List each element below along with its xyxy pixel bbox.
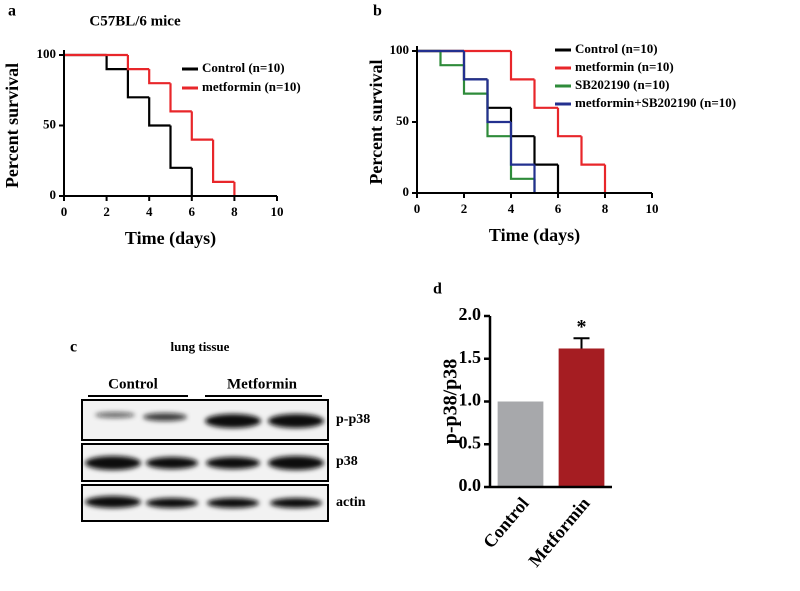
- x-axis-label: Time (days): [125, 228, 216, 249]
- x-tick-label: 2: [103, 204, 110, 219]
- y-tick-label: 50: [43, 116, 56, 131]
- survival-step: [486, 79, 511, 109]
- panel-label: a: [8, 3, 16, 20]
- group-label: Control: [108, 376, 158, 392]
- row-label: p38: [336, 454, 358, 469]
- group-label: Metformin: [227, 376, 298, 392]
- survival-step: [148, 69, 171, 85]
- survival-step: [105, 55, 128, 71]
- survival-step: [462, 51, 488, 81]
- blot-title: lung tissue: [171, 339, 230, 354]
- survival-step: [533, 79, 558, 109]
- y-tick-label: 2.0: [459, 304, 482, 324]
- y-tick-label: 0.0: [459, 475, 482, 495]
- survival-step: [462, 51, 488, 81]
- survival-step: [509, 51, 535, 81]
- row-label: actin: [336, 495, 366, 510]
- survival-step: [212, 139, 235, 183]
- y-axis-label: Percent survival: [2, 63, 22, 188]
- y-tick-label: 50: [396, 113, 409, 128]
- x-tick-label: 0: [414, 201, 421, 216]
- survival-step: [148, 97, 171, 127]
- y-axis-label: p-p38/p38: [440, 359, 462, 445]
- legend-label: metformin (n=10): [575, 59, 674, 74]
- y-tick-label: 0: [403, 184, 410, 199]
- x-tick-label: 0: [61, 204, 68, 219]
- panel-label: d: [433, 281, 442, 298]
- survival-step: [509, 136, 535, 180]
- y-axis-label: Percent survival: [366, 59, 386, 184]
- legend-label: SB202190 (n=10): [575, 77, 669, 92]
- y-tick-label: 0: [50, 187, 57, 202]
- panel-label: b: [373, 3, 382, 20]
- western-blot: c lung tissue Control Metformin p-p38 p3…: [70, 339, 370, 522]
- x-axis-label: Time (days): [489, 225, 580, 246]
- survival-step: [169, 83, 192, 113]
- legend-label: Control (n=10): [202, 60, 285, 75]
- y-tick-label: 100: [390, 42, 410, 57]
- x-tick-label: 6: [189, 204, 196, 219]
- legend-label: metformin+SB202190 (n=10): [575, 95, 736, 110]
- x-tick-label: Control: [479, 493, 533, 552]
- chart-title: C57BL/6 mice: [89, 13, 181, 29]
- survival-step: [533, 136, 558, 166]
- x-tick-label: 4: [146, 204, 153, 219]
- survival-step: [169, 125, 192, 169]
- legend-label: metformin (n=10): [202, 79, 301, 94]
- y-tick-label: 1.0: [459, 390, 482, 410]
- survival-step: [190, 111, 214, 141]
- survival-step: [580, 136, 605, 166]
- x-tick-label: 2: [461, 201, 468, 216]
- bar: [497, 401, 544, 487]
- x-tick-label: 8: [231, 204, 238, 219]
- bar: [558, 348, 605, 487]
- survival-step: [556, 107, 582, 138]
- survival-step: [126, 55, 150, 71]
- x-tick-label: 4: [508, 201, 515, 216]
- panel-label: c: [70, 339, 77, 356]
- survival-step: [509, 122, 535, 166]
- legend-label: Control (n=10): [575, 41, 658, 56]
- x-tick-label: 8: [602, 201, 609, 216]
- x-tick-label: 10: [271, 204, 284, 219]
- significance: *: [577, 316, 587, 338]
- survival-step: [509, 107, 535, 138]
- error-bar: [573, 337, 590, 349]
- x-tick-label: 10: [646, 201, 659, 216]
- row-label: p-p38: [336, 412, 370, 427]
- x-tick-label: 6: [555, 201, 562, 216]
- x-tick-label: Metformin: [524, 493, 593, 570]
- survival-step: [486, 79, 511, 124]
- y-tick-label: 100: [37, 46, 57, 61]
- survival-step: [439, 51, 464, 67]
- bands: [85, 412, 324, 508]
- y-tick-label: 0.5: [459, 432, 482, 452]
- y-tick-label: 1.5: [459, 347, 482, 367]
- survival-step: [486, 93, 511, 138]
- survival-step: [126, 69, 150, 99]
